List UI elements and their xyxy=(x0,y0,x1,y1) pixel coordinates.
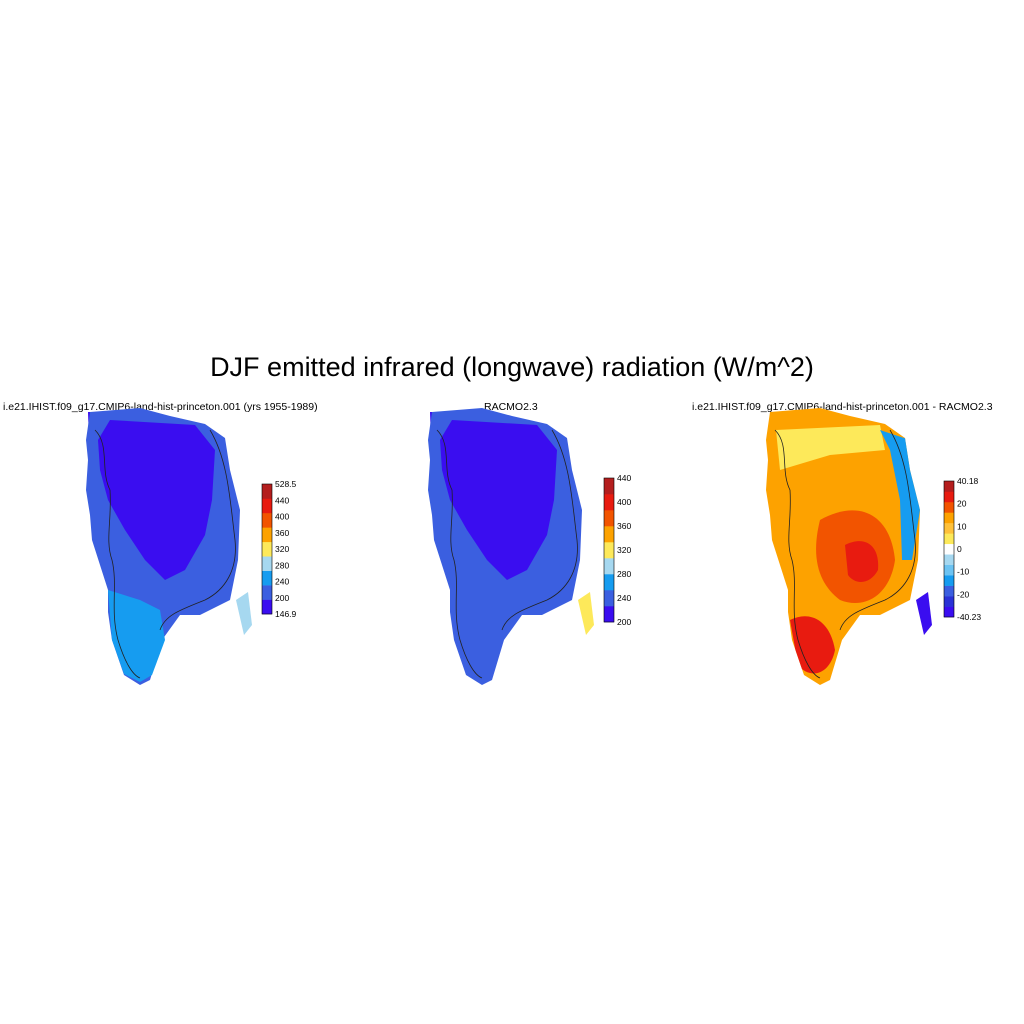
colorbar-swatch xyxy=(262,599,272,615)
colorbar-swatch xyxy=(262,556,272,571)
colorbar-swatch xyxy=(944,606,954,618)
colorbar-swatch xyxy=(944,533,954,545)
colorbar-swatch xyxy=(604,510,614,527)
colorbar-swatch xyxy=(944,543,954,555)
colorbar-swatch xyxy=(262,527,272,543)
island-fill xyxy=(578,592,594,635)
colorbar-tick-label: 320 xyxy=(275,544,289,554)
colorbar-tick-label: 40.18 xyxy=(957,476,979,486)
colorbar-panel-2: 440 400 360 320 280 240 200 xyxy=(603,473,631,627)
colorbar-frame xyxy=(603,477,615,623)
colorbar-swatch xyxy=(944,596,954,607)
colorbar-tick-label: 240 xyxy=(617,593,631,603)
colorbar-tick-label: 240 xyxy=(275,577,289,587)
colorbar-tick-label: 10 xyxy=(957,521,967,531)
colorbar-swatch xyxy=(944,575,954,586)
colorbar-tick-label: 528.5 xyxy=(275,479,297,489)
colorbar-swatch xyxy=(262,541,272,557)
colorbar-panel-3: 40.18 20 10 0 -10 -20 -40.23 xyxy=(943,476,981,622)
panel-2-title: RACMO2.3 xyxy=(484,401,538,413)
colorbar-swatch xyxy=(944,564,954,576)
colorbar-swatch xyxy=(944,554,954,565)
colorbar-swatch xyxy=(262,498,272,514)
colorbar-tick-label: 320 xyxy=(617,545,631,555)
colorbar-tick-label: 360 xyxy=(275,528,289,538)
colorbar-swatch xyxy=(262,484,272,499)
colorbar-swatch xyxy=(944,512,954,524)
colorbar-swatch xyxy=(262,585,272,600)
colorbar-tick-label: -10 xyxy=(957,567,970,577)
colorbar-tick-label: -20 xyxy=(957,589,970,599)
panel-3-title: i.e21.IHIST.f09_g17.CMIP6-land-hist-prin… xyxy=(692,401,993,413)
island-fill xyxy=(916,592,932,635)
colorbar-panel-1: 528.5 440 400 360 320 280 240 200 146.9 xyxy=(261,479,297,619)
colorbar-swatch xyxy=(604,526,614,543)
colorbar-tick-label: 440 xyxy=(617,473,631,483)
colorbar-swatch xyxy=(944,522,954,534)
figure-title: DJF emitted infrared (longwave) radiatio… xyxy=(210,352,814,382)
colorbar-swatch xyxy=(262,512,272,528)
colorbar-swatch xyxy=(262,570,272,586)
region-fill-0-10 xyxy=(776,425,885,470)
colorbar-tick-label: 280 xyxy=(275,560,289,570)
map-panel-2 xyxy=(428,408,594,685)
region-fill-south-30-40 xyxy=(790,616,835,674)
colorbar-tick-label: 280 xyxy=(617,569,631,579)
colorbar-swatch xyxy=(604,606,614,623)
colorbar-tick-label: 146.9 xyxy=(275,609,297,619)
island-fill xyxy=(236,592,252,635)
region-fill-30-40 xyxy=(845,541,879,582)
colorbar-tick-label: 400 xyxy=(617,497,631,507)
colorbar-swatch xyxy=(604,590,614,607)
colorbar-swatch xyxy=(944,585,954,597)
colorbar-tick-label: 360 xyxy=(617,521,631,531)
colorbar-swatch xyxy=(944,481,954,492)
colorbar-tick-label: -40.23 xyxy=(957,612,981,622)
colorbar-tick-label: 200 xyxy=(617,617,631,627)
colorbar-frame xyxy=(261,483,273,615)
colorbar-tick-label: 20 xyxy=(957,499,967,509)
map-panel-3 xyxy=(766,408,932,685)
colorbar-tick-label: 0 xyxy=(957,544,962,554)
colorbar-swatch xyxy=(944,501,954,513)
colorbar-swatch xyxy=(604,574,614,591)
colorbar-tick-label: 440 xyxy=(275,495,289,505)
colorbar-swatch xyxy=(944,491,954,503)
panel-1-title: i.e21.IHIST.f09_g17.CMIP6-land-hist-prin… xyxy=(3,401,318,413)
colorbar-swatch xyxy=(604,542,614,559)
colorbar-swatch xyxy=(604,558,614,575)
map-panel-1 xyxy=(86,408,252,685)
colorbar-tick-label: 200 xyxy=(275,593,289,603)
colorbar-frame xyxy=(943,480,955,618)
colorbar-swatch xyxy=(604,478,614,495)
colorbar-tick-label: 400 xyxy=(275,512,289,522)
colorbar-swatch xyxy=(604,494,614,511)
